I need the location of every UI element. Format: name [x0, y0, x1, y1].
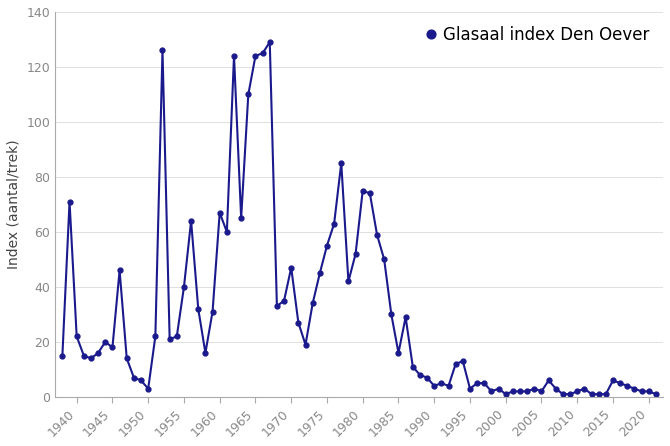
Glasaal index Den Oever — [94, 350, 102, 355]
Y-axis label: Index (aantal/trek): Index (aantal/trek) — [7, 140, 21, 269]
Glasaal index Den Oever — [358, 188, 366, 194]
Glasaal index Den Oever — [66, 199, 74, 204]
Glasaal index Den Oever — [502, 392, 510, 397]
Glasaal index Den Oever — [652, 392, 660, 397]
Glasaal index Den Oever — [523, 389, 531, 394]
Glasaal index Den Oever — [58, 353, 66, 358]
Legend: Glasaal index Den Oever: Glasaal index Den Oever — [421, 20, 655, 50]
Glasaal index Den Oever — [330, 221, 338, 227]
Glasaal index Den Oever — [266, 40, 274, 45]
Glasaal index Den Oever — [552, 386, 560, 391]
Line: Glasaal index Den Oever: Glasaal index Den Oever — [60, 40, 659, 396]
